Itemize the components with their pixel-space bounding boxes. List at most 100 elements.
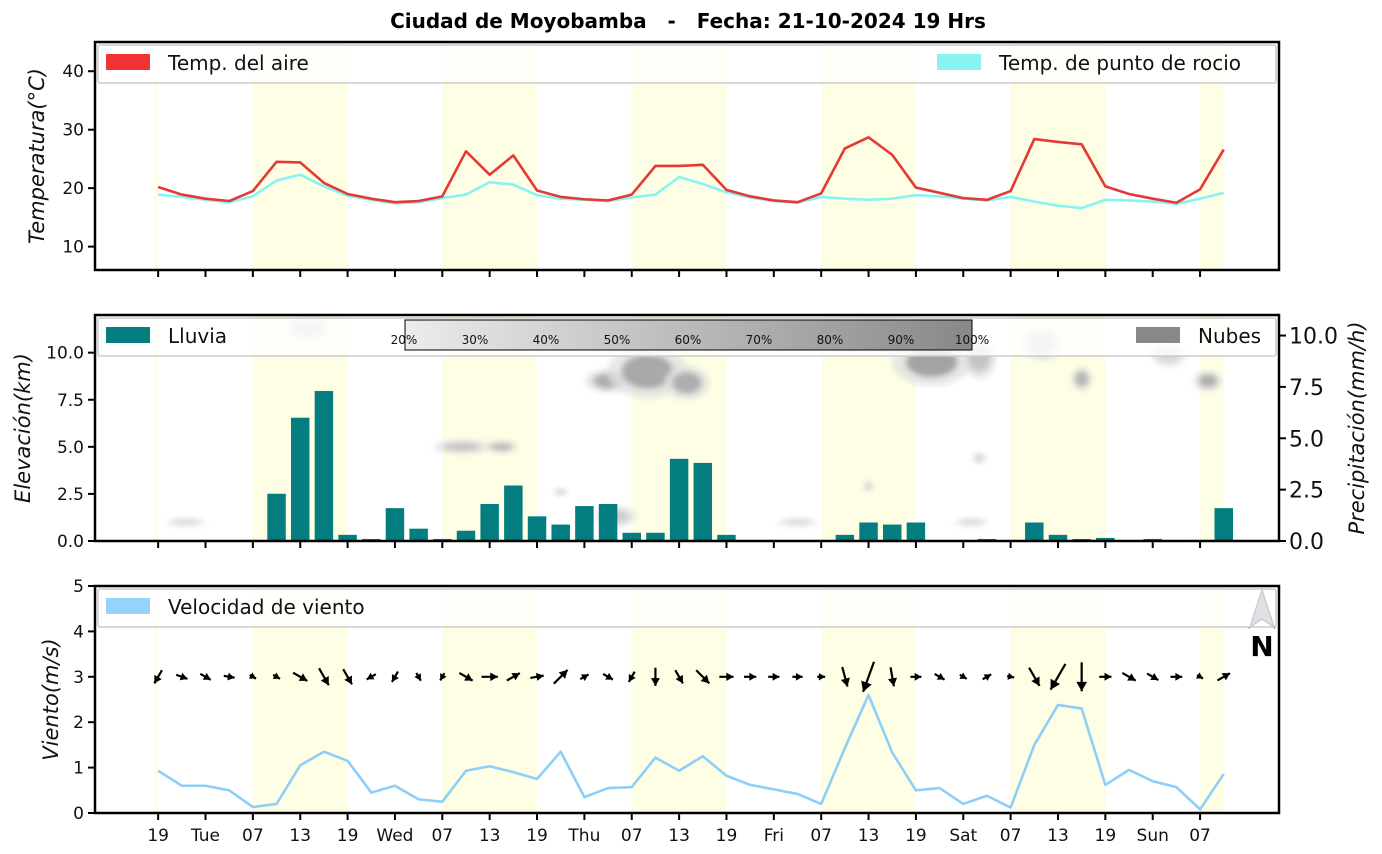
rain-bar	[314, 391, 334, 541]
cloud-patch	[672, 372, 702, 394]
legend-swatch	[106, 54, 150, 70]
legend-label: Temp. del aire	[167, 51, 309, 75]
wind-arrow-head	[1195, 672, 1204, 679]
legend-label: Nubes	[1198, 324, 1261, 348]
cloud-patch	[443, 442, 481, 452]
y-right-tick-label: 5.0	[1289, 427, 1324, 452]
y-tick-label: 40	[62, 62, 84, 82]
colorbar-label: 70%	[746, 333, 773, 347]
wind-arrow-head	[650, 678, 660, 686]
legend-box	[97, 44, 1277, 84]
colorbar-label: 60%	[675, 333, 702, 347]
wind-arrow-head	[344, 675, 352, 685]
rain-bar	[551, 524, 570, 541]
y-tick-label: 2.5	[57, 485, 84, 505]
y-right-tick-label: 0.0	[1289, 530, 1324, 555]
x-tick-label: 19	[905, 826, 927, 846]
wind-arrow-head	[1175, 672, 1183, 681]
cloud-patch	[1075, 371, 1089, 387]
temperature-line	[157, 135, 1225, 205]
wind-arrow-head	[1104, 672, 1112, 681]
cloud-patch	[621, 354, 674, 389]
y-tick-label: 0.0	[57, 532, 84, 552]
wind-arrow-head	[888, 677, 898, 687]
rain-bar	[385, 508, 405, 541]
wind-arrow-head	[605, 672, 614, 680]
wind-arrow-head	[558, 669, 568, 679]
panel-frame	[93, 584, 1281, 815]
rain-bar	[1214, 508, 1233, 541]
wind-arrow-head	[366, 672, 375, 680]
wind-arrow-head	[580, 674, 589, 681]
rain-bar	[338, 534, 357, 541]
legend-label: Temp. de punto de rocio	[998, 51, 1241, 75]
x-tick-label: 19	[716, 826, 738, 846]
y-axis-label: Viento(m/s)	[39, 638, 63, 760]
wind-arrow-head	[298, 673, 308, 681]
wind-arrow-head	[391, 674, 399, 682]
colorbar-label: 80%	[817, 333, 844, 347]
y-tick-label: 10.0	[46, 344, 84, 364]
rain-bar	[1025, 522, 1044, 541]
rain-bar	[859, 522, 878, 541]
wind-arrow-head	[1007, 672, 1015, 680]
wind-arrow-head	[861, 680, 872, 692]
north-label: N	[1250, 630, 1273, 663]
x-tick-label: 13	[668, 826, 690, 846]
wind-arrow-head	[749, 672, 757, 681]
y-right-tick-label: 2.5	[1289, 479, 1324, 504]
temperature-line	[158, 173, 1225, 210]
rain-bar	[480, 504, 499, 541]
x-tick-label: Thu	[567, 826, 600, 846]
y-right-tick-label: 10.0	[1289, 325, 1338, 350]
wind-arrow-head	[320, 676, 329, 686]
y-axis-label: Elevación(km)	[11, 353, 35, 503]
x-tick-label: Wed	[376, 826, 413, 846]
rain-bar	[835, 534, 855, 541]
y-tick-label: 3	[73, 668, 84, 688]
wind-arrow-head	[700, 674, 710, 684]
wind-arrow-head	[983, 674, 992, 681]
x-tick-label: Sat	[949, 826, 977, 846]
rain-bar	[906, 522, 926, 541]
x-tick-label: 13	[289, 826, 311, 846]
x-tick-label: 07	[431, 826, 453, 846]
x-tick-label: Fri	[764, 826, 784, 846]
wind-arrow-head	[675, 674, 683, 684]
cloud-patch	[784, 519, 811, 525]
wind-arrow-head	[202, 672, 211, 680]
y-tick-label: 1	[73, 759, 84, 779]
y-tick-label: 7.5	[57, 391, 84, 411]
y-tick-label: 10	[62, 238, 84, 258]
rain-bar	[409, 528, 428, 541]
wind-arrow-head	[511, 673, 520, 681]
x-tick-label: 13	[479, 826, 501, 846]
cloud-patch	[1198, 374, 1218, 388]
rain-bar	[267, 493, 286, 541]
daytime-band	[154, 586, 159, 813]
legend-label: Velocidad de viento	[168, 595, 365, 619]
x-tick-label: 07	[621, 826, 643, 846]
legend-label: Lluvia	[168, 324, 227, 348]
wind-arrow-head	[628, 673, 636, 682]
x-tick-label: 07	[810, 826, 832, 846]
colorbar-label: 30%	[462, 333, 489, 347]
x-tick-label: 13	[1047, 826, 1069, 846]
rain-bar	[456, 530, 476, 541]
wind-arrow-head	[936, 672, 945, 680]
rain-bar	[693, 462, 713, 541]
colorbar-label: 50%	[604, 333, 631, 347]
x-tick-label: 07	[1000, 826, 1022, 846]
wind-arrow-head	[1031, 676, 1040, 686]
wind-arrow-head	[795, 672, 803, 681]
x-tick-label: 13	[858, 826, 880, 846]
wind-arrow-head	[840, 677, 850, 687]
legend-swatch	[106, 598, 150, 614]
x-tick-label: 19	[526, 826, 548, 846]
cloud-patch	[974, 454, 984, 462]
y-right-axis-label: Precipitación(mm/h)	[1345, 321, 1369, 534]
rain-bar	[504, 485, 523, 541]
y-tick-label: 5.0	[57, 438, 84, 458]
x-tick-label: 07	[242, 826, 264, 846]
